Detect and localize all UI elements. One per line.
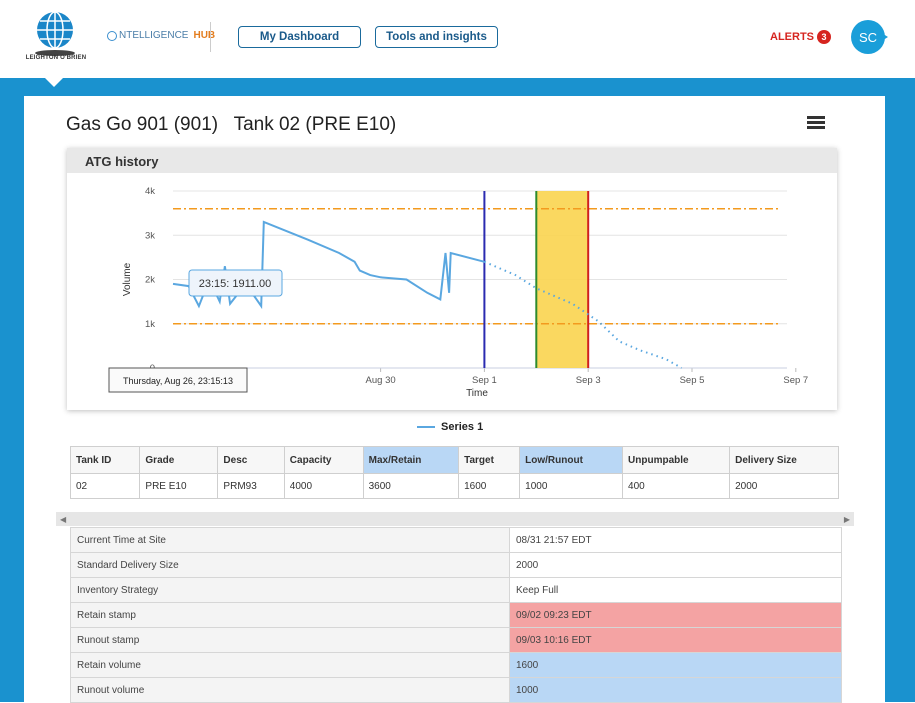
table-header-row: Tank ID Grade Desc Capacity Max/Retain T… (69, 446, 839, 474)
col-max-retain[interactable]: Max/Retain (362, 446, 460, 474)
cell-target: 1600 (458, 473, 521, 499)
y-tick-label: 4k (145, 186, 155, 197)
tank-details-table: Current Time at Site 08/31 21:57 EDT Stand… (70, 527, 842, 703)
detail-label: Retain stamp (70, 602, 510, 628)
detail-value: 08/31 21:57 EDT (509, 527, 842, 553)
detail-label: Standard Delivery Size (70, 552, 510, 578)
hamburger-menu-icon[interactable] (807, 116, 825, 129)
chart-header: ATG history (67, 148, 837, 173)
x-axis-label: Time (466, 388, 488, 399)
detail-label: Runout volume (70, 677, 510, 703)
detail-row: Inventory Strategy Keep Full (70, 577, 842, 603)
alerts-count-badge: 3 (817, 30, 831, 44)
scroll-right-icon[interactable]: ▶ (843, 515, 850, 524)
y-tick-label: 1k (145, 319, 155, 330)
cell-max-retain: 3600 (362, 473, 460, 499)
cell-capacity: 4000 (283, 473, 364, 499)
crosshair-label-text: Thursday, Aug 26, 23:15:13 (123, 376, 233, 386)
cell-delivery-size: 2000 (729, 473, 839, 499)
y-axis-label: Volume (122, 262, 133, 296)
horizontal-scrollbar[interactable]: ◀ ▶ (56, 512, 854, 526)
col-unpumpable[interactable]: Unpumpable (622, 446, 731, 474)
logo-text: LEIGHTON O'BRIEN (25, 55, 87, 61)
x-tick-label: Sep 5 (680, 375, 705, 386)
brand-ring-icon (107, 30, 117, 41)
tank-summary-table: Tank ID Grade Desc Capacity Max/Retain T… (69, 446, 839, 499)
page-title: Gas Go 901 (901) Tank 02 (PRE E10) (66, 114, 397, 135)
y-tick-label: 3k (145, 230, 155, 241)
col-grade[interactable]: Grade (139, 446, 219, 474)
detail-row: Runout volume 1000 (70, 677, 842, 703)
detail-row: Current Time at Site 08/31 21:57 EDT (70, 527, 842, 553)
detail-value: 1600 (509, 652, 842, 678)
x-tick-label: Aug 30 (366, 375, 396, 386)
scroll-left-icon[interactable]: ◀ (60, 515, 67, 524)
intelligence-hub-brand[interactable]: NTELLIGENCE HUB (107, 30, 215, 41)
tooltip-box (188, 269, 283, 297)
x-tick-label: Sep 3 (576, 375, 601, 386)
tooltip-text: 23:15: 1911.00 (199, 278, 272, 290)
legend-label: Series 1 (441, 421, 484, 433)
header-divider (210, 22, 211, 52)
detail-row: Retain volume 1600 (70, 652, 842, 678)
alerts-label: ALERTS (770, 31, 814, 43)
col-capacity[interactable]: Capacity (283, 446, 364, 474)
x-tick-label: Sep 1 (472, 375, 497, 386)
avatar-tail-icon (880, 32, 888, 42)
detail-label: Runout stamp (70, 627, 510, 653)
detail-value: Keep Full (509, 577, 842, 603)
detail-row: Standard Delivery Size 2000 (70, 552, 842, 578)
cell-desc: PRM93 (217, 473, 285, 499)
detail-label: Current Time at Site (70, 527, 510, 553)
detail-value: 09/02 09:23 EDT (509, 602, 842, 628)
globe-logo-icon[interactable] (28, 10, 86, 66)
table-row: 02 PRE E10 PRM93 4000 3600 1600 1000 400… (69, 473, 839, 499)
active-nav-indicator (45, 78, 63, 87)
detail-label: Retain volume (70, 652, 510, 678)
legend-line-icon (417, 426, 435, 428)
brand-suffix: HUB (193, 30, 216, 41)
cell-low-runout: 1000 (519, 473, 624, 499)
chart-title: ATG history (85, 154, 159, 169)
cell-grade: PRE E10 (139, 473, 219, 499)
col-tank-id[interactable]: Tank ID (69, 446, 141, 474)
crosshair-label-box (108, 367, 248, 393)
col-desc[interactable]: Desc (217, 446, 285, 474)
tools-insights-button[interactable]: Tools and insights (375, 26, 498, 48)
col-low-runout[interactable]: Low/Runout (519, 446, 624, 474)
col-target[interactable]: Target (458, 446, 521, 474)
series-1-forecast-line (484, 260, 683, 369)
brand-prefix: NTELLIGENCE (119, 30, 189, 41)
col-delivery-size[interactable]: Delivery Size (729, 446, 839, 474)
y-tick-label: 2k (145, 275, 155, 286)
alerts-link[interactable]: ALERTS 3 (770, 30, 831, 44)
detail-label: Inventory Strategy (70, 577, 510, 603)
top-bar: LEIGHTON O'BRIEN NTELLIGENCE HUB My Dash… (0, 0, 915, 78)
detail-value: 1000 (509, 677, 842, 703)
runout-window-band (536, 191, 589, 368)
chart-legend[interactable]: Series 1 (417, 421, 483, 433)
my-dashboard-button[interactable]: My Dashboard (238, 26, 361, 48)
detail-value: 09/03 10:16 EDT (509, 627, 842, 653)
detail-row: Retain stamp 09/02 09:23 EDT (70, 602, 842, 628)
x-tick-label: Sep 7 (783, 375, 808, 386)
user-avatar[interactable]: SC (851, 20, 885, 54)
detail-row: Runout stamp 09/03 10:16 EDT (70, 627, 842, 653)
detail-value: 2000 (509, 552, 842, 578)
cell-unpumpable: 400 (622, 473, 731, 499)
cell-tank-id: 02 (69, 473, 141, 499)
